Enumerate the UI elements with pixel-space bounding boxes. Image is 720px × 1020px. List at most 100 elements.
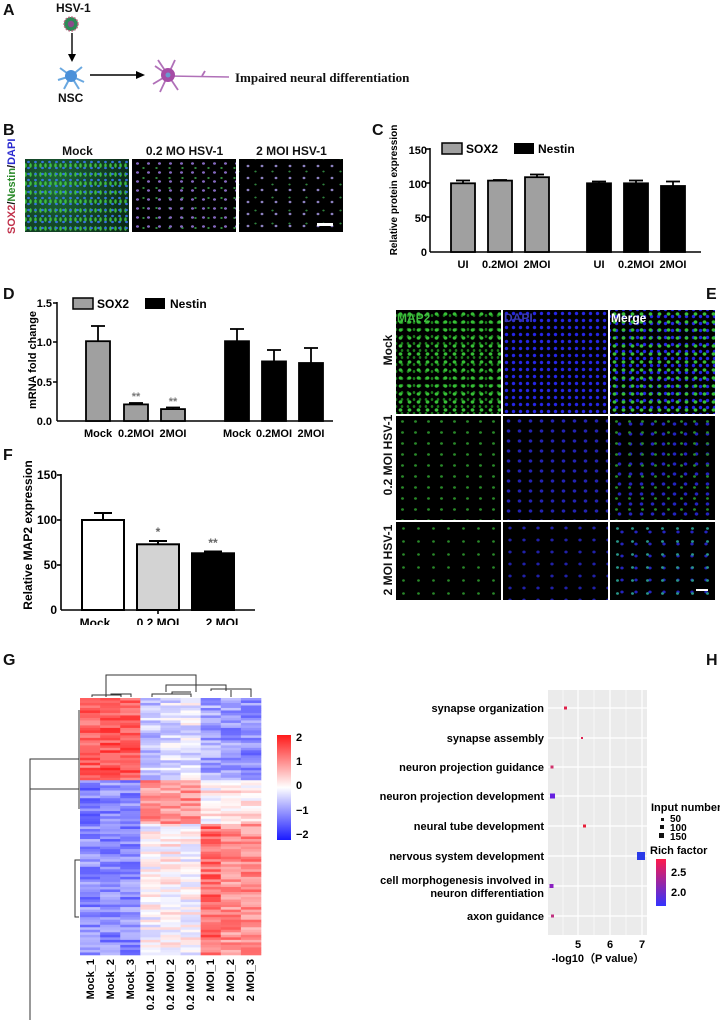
f-ytick: 150 xyxy=(37,468,57,482)
data-point xyxy=(564,706,567,710)
heatmap-col-label: Mock_2 xyxy=(105,959,117,999)
data-point xyxy=(551,914,554,918)
panel-label-f: F xyxy=(3,447,13,464)
chart-h-dotplot: synapse organization synapse assembly ne… xyxy=(380,690,720,965)
data-point xyxy=(637,852,645,860)
c-ytick: 100 xyxy=(409,179,427,191)
neuron-icon xyxy=(152,59,230,93)
b-col-2moi: 2 MOI HSV-1 xyxy=(256,144,327,158)
d-sig-marker: ** xyxy=(169,396,178,408)
micrograph-e-02moi-dapi xyxy=(503,416,608,520)
plot-panel xyxy=(548,690,647,935)
colorbar-tick: 2 xyxy=(296,732,302,744)
d-ytick: 0.0 xyxy=(37,416,52,428)
d-xtick: 0.2MOI xyxy=(118,428,154,440)
c-xtick: 0.2MOI xyxy=(618,259,654,271)
c-bars-nestin xyxy=(586,179,686,253)
colorbar-tick: −2 xyxy=(296,829,309,841)
legend-nestin: Nestin xyxy=(170,297,207,311)
nsc-label: NSC xyxy=(58,91,84,105)
d-ytick: 1.0 xyxy=(37,337,52,349)
micrograph-e-mock-merge: Merge xyxy=(610,310,715,414)
f-xtick: Mock xyxy=(80,616,111,625)
micrograph-b-mock xyxy=(25,159,129,232)
micrograph-e-02moi-map2 xyxy=(396,416,501,520)
b-col-02moi: 0.2 MO HSV-1 xyxy=(145,144,224,158)
f-ytick: 50 xyxy=(44,558,58,572)
h-term-label: neural tube development xyxy=(414,821,545,833)
legend-swatch-sox2 xyxy=(72,297,94,310)
f-sig-marker: * xyxy=(156,525,161,539)
stain-sep: / xyxy=(6,164,18,168)
c-xtick: 0.2MOI xyxy=(482,259,518,271)
legend-sox2: SOX2 xyxy=(466,142,498,156)
h-term-label: neuron projection development xyxy=(380,791,545,803)
right-arrow-icon xyxy=(90,71,145,79)
channel-label-dapi: DAPI xyxy=(504,311,533,325)
legend-color-tick: 2.0 xyxy=(671,887,686,899)
micrograph-e-mock-dapi: DAPI xyxy=(503,310,608,414)
micrograph-e-2moi-merge xyxy=(610,522,715,600)
legend-sox2: SOX2 xyxy=(97,297,129,311)
panel-label-c: C xyxy=(372,122,384,139)
colorbar-tick: 0 xyxy=(296,780,302,792)
heatmap-col-label: 2 MOI_2 xyxy=(225,959,237,1001)
panel-label-b: B xyxy=(3,122,15,139)
legend-size-marker xyxy=(659,833,664,838)
nsc-cell-icon xyxy=(57,66,85,90)
legend-nestin: Nestin xyxy=(538,142,575,156)
f-ytick: 100 xyxy=(37,513,57,527)
stain-nestin: Nestin xyxy=(6,167,18,202)
d-xtick: 2MOI xyxy=(160,428,187,440)
f-xtick: 2 MOI xyxy=(206,616,239,625)
stain-label: SOX2/Nestin/DAPI xyxy=(6,139,18,234)
outcome-text: Impaired neural differentiation xyxy=(235,70,410,85)
panel-label-e: E xyxy=(706,286,717,303)
rich-factor-colorbar xyxy=(656,859,666,906)
h-xtick: 6 xyxy=(607,939,613,951)
c-ytick: 0 xyxy=(421,247,427,259)
legend-size-value: 150 xyxy=(670,832,687,843)
c-ytick: 50 xyxy=(415,213,427,225)
f-ylabel: Relative MAP2 expression xyxy=(21,460,35,609)
h-term-label: synapse organization xyxy=(432,703,545,715)
h-xlabel: -log10（P value） xyxy=(552,952,645,965)
heatmap-col-label: 0.2 MOI_2 xyxy=(165,959,177,1010)
data-point xyxy=(549,884,554,888)
h-term-label: axon guidance xyxy=(467,911,544,923)
h-term-label: synapse assembly xyxy=(447,733,545,745)
legend-color-tick: 2.5 xyxy=(671,867,686,879)
legend-size-marker xyxy=(661,818,664,821)
e-row-02moi: 0.2 MOI HSV-1 xyxy=(381,414,395,496)
heatmap-grid xyxy=(80,698,262,956)
column-dendrogram xyxy=(91,674,252,697)
h-term-label: nervous system development xyxy=(389,851,544,863)
micrograph-b-02moi xyxy=(132,159,236,232)
d-ylabel: mRNA fold change xyxy=(27,311,39,409)
d-legend: SOX2 Nestin xyxy=(72,297,207,311)
scale-bar xyxy=(317,223,333,226)
c-bars-sox2 xyxy=(450,173,550,253)
chart-g-heatmap: 2 1 0 −1 −2 Mock_1 Mock_2 Mock_3 0.2 MOI… xyxy=(29,674,309,1020)
stain-sox2: SOX2 xyxy=(6,204,18,234)
h-term-label: neuron differentiation xyxy=(430,888,544,900)
f-xtick: 0.2 MOI xyxy=(137,616,180,625)
gridlines xyxy=(548,690,647,935)
h-term-label: neuron projection guidance xyxy=(399,762,544,774)
h-points xyxy=(549,706,645,918)
b-col-mock: Mock xyxy=(62,144,93,158)
legend-size-value: 50 xyxy=(670,814,682,825)
panel-label-d: D xyxy=(3,286,15,303)
h-xtick: 7 xyxy=(639,939,645,951)
heatmap-col-label: Mock_1 xyxy=(85,959,97,999)
channel-label-map2: MAP2 xyxy=(397,311,431,325)
colorbar-tick: 1 xyxy=(296,756,302,768)
c-xtick: 2MOI xyxy=(660,259,687,271)
d-ytick: 1.5 xyxy=(37,298,52,310)
data-point xyxy=(583,824,586,828)
d-ytick: 0.5 xyxy=(37,377,52,389)
micrograph-e-mock-map2: MAP2 xyxy=(396,310,501,414)
legend-swatch-nestin xyxy=(514,143,534,154)
d-sig-marker: ** xyxy=(132,391,141,403)
legend-swatch-sox2 xyxy=(441,142,463,155)
